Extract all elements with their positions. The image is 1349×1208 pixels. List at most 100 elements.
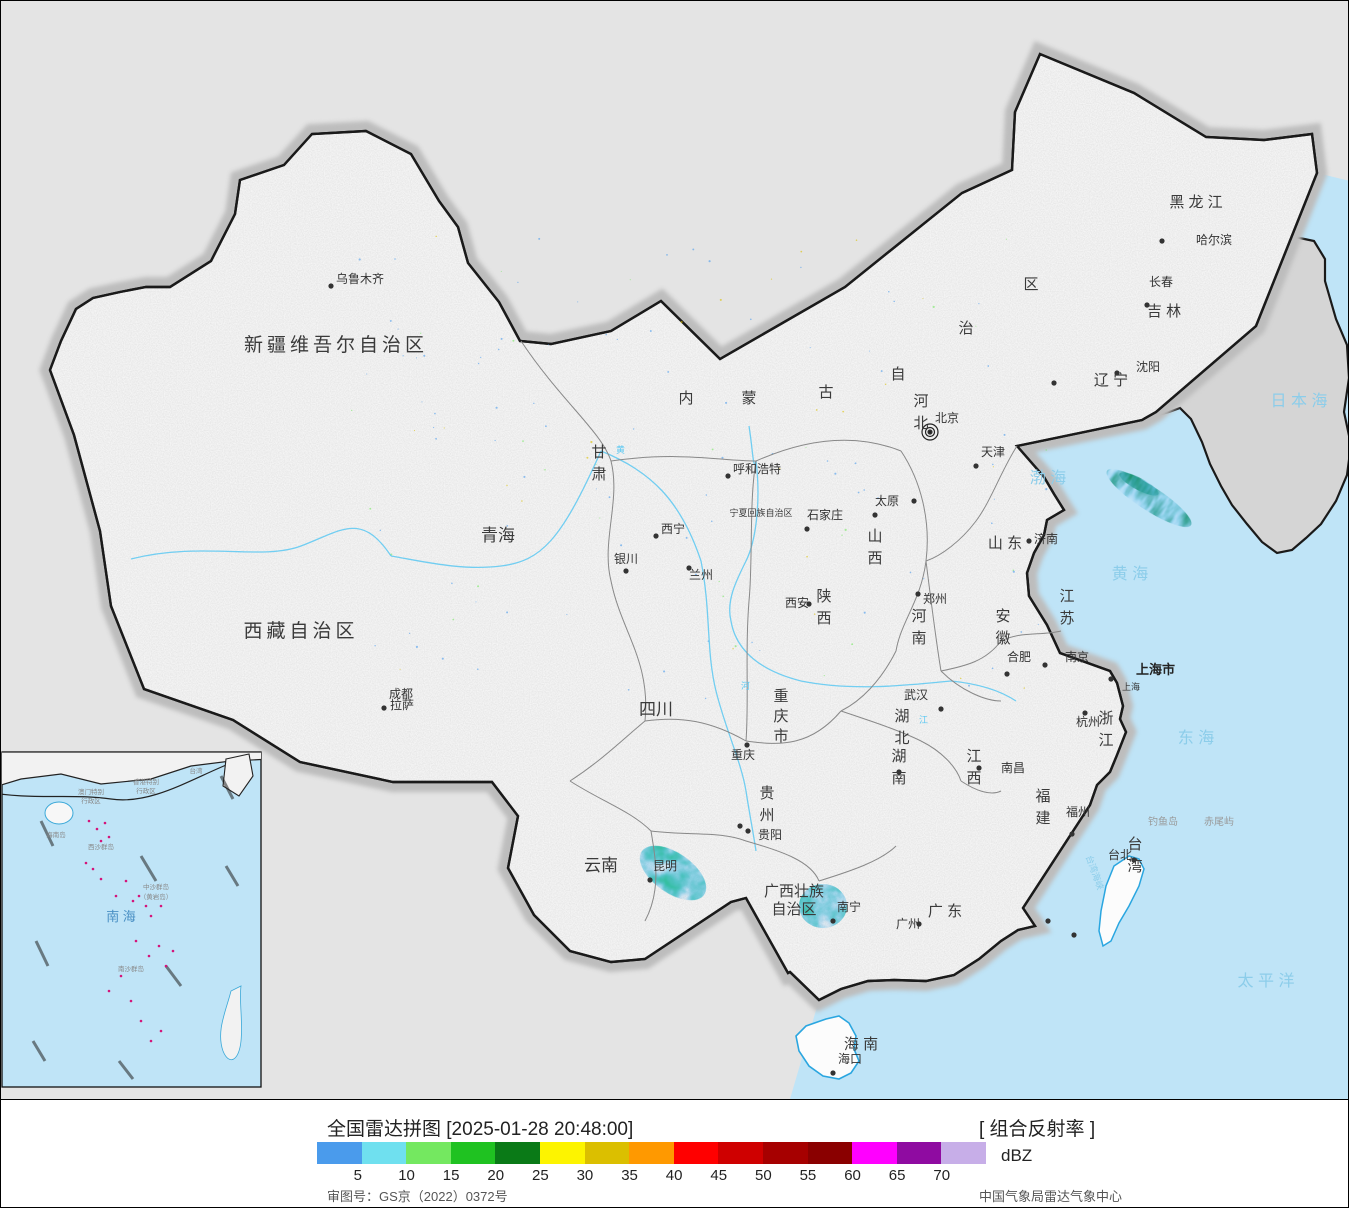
svg-text:市: 市 [773, 728, 788, 745]
svg-text:南昌: 南昌 [1001, 760, 1025, 775]
svg-text:内: 内 [678, 390, 693, 407]
svg-text:州: 州 [759, 807, 774, 824]
svg-text:东 海: 东 海 [1178, 729, 1214, 747]
svg-text:苏: 苏 [1059, 610, 1074, 627]
svg-text:西沙群岛: 西沙群岛 [88, 842, 114, 851]
svg-text:太原: 太原 [875, 493, 899, 508]
svg-text:湖: 湖 [891, 748, 906, 765]
svg-text:南宁: 南宁 [837, 899, 861, 914]
svg-text:甘: 甘 [591, 444, 606, 461]
svg-text:台湾: 台湾 [190, 766, 204, 775]
svg-text:天津: 天津 [981, 445, 1005, 459]
svg-text:日 本 海: 日 本 海 [1271, 392, 1328, 410]
svg-text:海南岛: 海南岛 [46, 830, 66, 839]
svg-text:贵阳: 贵阳 [758, 828, 782, 842]
svg-text:江: 江 [1098, 732, 1113, 749]
svg-text:上海: 上海 [1122, 681, 1140, 692]
svg-text:肃: 肃 [591, 466, 606, 483]
svg-text:北京: 北京 [935, 411, 959, 425]
svg-text:西: 西 [867, 550, 882, 567]
svg-text:杭州: 杭州 [1076, 714, 1100, 729]
svg-text:石家庄: 石家庄 [807, 507, 843, 522]
svg-text:银川: 银川 [614, 552, 638, 566]
svg-text:呼和浩特: 呼和浩特 [733, 461, 781, 476]
svg-text:渤 海: 渤 海 [1030, 469, 1066, 487]
svg-text:广西壮族: 广西壮族 [764, 883, 824, 900]
svg-text:福: 福 [1035, 788, 1050, 805]
svg-text:上海市: 上海市 [1136, 662, 1175, 677]
svg-text:徽: 徽 [995, 630, 1010, 647]
svg-text:澳门特别: 澳门特别 [78, 787, 104, 796]
svg-text:区: 区 [1023, 276, 1038, 293]
svg-text:自治区: 自治区 [771, 901, 816, 918]
svg-text:陕: 陕 [816, 588, 831, 605]
svg-text:昆明: 昆明 [653, 859, 677, 873]
svg-text:安: 安 [995, 608, 1010, 625]
svg-text:黑 龙 江: 黑 龙 江 [1169, 194, 1222, 211]
svg-text:西宁: 西宁 [661, 521, 685, 536]
svg-text:广州: 广州 [896, 917, 920, 931]
svg-text:重: 重 [773, 688, 788, 705]
svg-text:（黄岩岛）: （黄岩岛） [140, 892, 173, 901]
svg-text:兰州: 兰州 [689, 568, 713, 582]
svg-text:青海: 青海 [481, 526, 515, 545]
svg-text:黄: 黄 [616, 444, 625, 455]
svg-text:云南: 云南 [584, 856, 618, 875]
svg-text:太 平 洋: 太 平 洋 [1238, 972, 1295, 990]
svg-text:山: 山 [867, 528, 882, 545]
svg-text:贵: 贵 [759, 785, 774, 802]
svg-text:广 东: 广 东 [928, 903, 962, 920]
svg-text:南: 南 [891, 770, 906, 787]
svg-text:赤尾屿: 赤尾屿 [1204, 816, 1234, 828]
svg-text:河: 河 [741, 680, 750, 691]
svg-text:南 海: 南 海 [106, 909, 136, 924]
svg-text:河: 河 [913, 393, 928, 410]
svg-text:山 东: 山 东 [988, 535, 1022, 552]
svg-text:辽 宁: 辽 宁 [1094, 372, 1128, 389]
svg-text:河: 河 [911, 608, 926, 625]
svg-text:沈阳: 沈阳 [1136, 359, 1160, 374]
svg-text:吉 林: 吉 林 [1147, 303, 1181, 320]
svg-text:黄 海: 黄 海 [1112, 565, 1148, 583]
svg-text:江: 江 [919, 715, 928, 725]
svg-text:西藏自治区: 西藏自治区 [243, 620, 358, 642]
svg-text:古: 古 [818, 384, 833, 401]
svg-text:济南: 济南 [1034, 531, 1058, 546]
svg-text:江: 江 [1059, 588, 1074, 605]
svg-text:四川: 四川 [639, 700, 673, 719]
svg-text:西安: 西安 [785, 595, 809, 610]
svg-text:香港特别: 香港特别 [133, 777, 159, 786]
svg-text:南京: 南京 [1065, 649, 1089, 664]
svg-text:中沙群岛: 中沙群岛 [143, 882, 169, 891]
svg-text:南沙群岛: 南沙群岛 [118, 964, 144, 973]
svg-text:台北: 台北 [1108, 847, 1132, 862]
svg-text:北: 北 [894, 730, 909, 747]
svg-text:郑州: 郑州 [923, 591, 947, 606]
svg-text:湖: 湖 [894, 708, 909, 725]
svg-text:福州: 福州 [1066, 804, 1090, 819]
svg-text:乌鲁木齐: 乌鲁木齐 [336, 271, 384, 286]
svg-text:治: 治 [958, 320, 973, 337]
svg-text:行政区: 行政区 [81, 796, 101, 805]
svg-text:南: 南 [911, 630, 926, 647]
svg-text:西: 西 [816, 610, 831, 627]
svg-text:长春: 长春 [1149, 275, 1173, 289]
svg-text:庆: 庆 [773, 708, 788, 725]
svg-text:重庆: 重庆 [731, 748, 755, 762]
svg-text:武汉: 武汉 [904, 688, 928, 702]
svg-text:成都: 成都 [389, 687, 413, 701]
svg-text:新疆维吾尔自治区: 新疆维吾尔自治区 [244, 334, 428, 356]
svg-text:西: 西 [966, 770, 981, 787]
svg-text:浙: 浙 [1098, 710, 1113, 727]
svg-text:北: 北 [913, 415, 928, 432]
svg-text:江: 江 [966, 748, 981, 765]
svg-text:行政区: 行政区 [136, 786, 156, 795]
svg-text:海 南: 海 南 [844, 1036, 878, 1053]
svg-text:钓鱼岛: 钓鱼岛 [1148, 815, 1178, 828]
svg-text:哈尔滨: 哈尔滨 [1196, 232, 1232, 247]
svg-text:建: 建 [1035, 810, 1050, 827]
svg-text:海口: 海口 [838, 1051, 862, 1066]
svg-text:蒙: 蒙 [741, 390, 756, 407]
svg-text:宁夏回族自治区: 宁夏回族自治区 [729, 507, 792, 518]
svg-text:合肥: 合肥 [1007, 649, 1031, 664]
